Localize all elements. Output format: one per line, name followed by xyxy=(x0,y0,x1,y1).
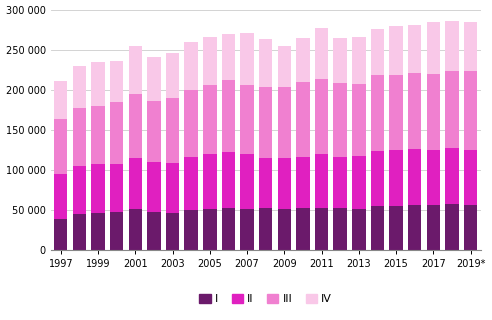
Bar xyxy=(73,108,86,166)
Bar xyxy=(408,149,422,205)
Bar xyxy=(315,79,328,154)
Bar xyxy=(166,53,179,98)
Bar xyxy=(259,208,273,250)
Bar xyxy=(128,45,142,93)
Bar xyxy=(408,205,422,250)
Bar xyxy=(241,85,254,154)
Bar xyxy=(277,87,291,158)
Bar xyxy=(222,208,235,250)
Bar xyxy=(110,61,123,102)
Bar xyxy=(352,156,366,209)
Bar xyxy=(408,25,422,73)
Bar xyxy=(277,45,291,87)
Bar xyxy=(334,83,347,157)
Bar xyxy=(334,157,347,208)
Bar xyxy=(110,102,123,164)
Bar xyxy=(54,81,67,119)
Bar xyxy=(464,205,477,250)
Bar xyxy=(203,154,216,209)
Bar xyxy=(54,219,67,250)
Bar xyxy=(259,39,273,87)
Bar xyxy=(427,149,440,205)
Bar xyxy=(241,154,254,209)
Bar xyxy=(389,26,403,75)
Bar xyxy=(92,106,105,164)
Bar xyxy=(427,205,440,250)
Bar xyxy=(184,157,198,210)
Bar xyxy=(371,75,384,151)
Bar xyxy=(203,85,216,154)
Bar xyxy=(464,71,477,149)
Bar xyxy=(166,163,179,213)
Bar xyxy=(147,101,160,162)
Bar xyxy=(445,71,459,148)
Bar xyxy=(389,150,403,205)
Bar xyxy=(222,34,235,80)
Bar xyxy=(73,66,86,108)
Bar xyxy=(203,209,216,250)
Bar xyxy=(352,37,366,84)
Bar xyxy=(259,87,273,157)
Bar xyxy=(241,33,254,85)
Bar xyxy=(371,205,384,250)
Bar xyxy=(408,73,422,149)
Bar xyxy=(147,57,160,101)
Bar xyxy=(222,80,235,152)
Bar xyxy=(184,42,198,90)
Bar xyxy=(73,166,86,213)
Bar xyxy=(128,209,142,250)
Bar xyxy=(54,119,67,173)
Bar xyxy=(427,74,440,149)
Bar xyxy=(147,212,160,250)
Bar xyxy=(352,209,366,250)
Bar xyxy=(166,213,179,250)
Bar xyxy=(296,82,309,157)
Bar xyxy=(92,164,105,213)
Bar xyxy=(445,204,459,250)
Bar xyxy=(371,29,384,75)
Bar xyxy=(110,164,123,212)
Bar xyxy=(315,154,328,208)
Bar xyxy=(296,208,309,250)
Bar xyxy=(147,162,160,212)
Bar xyxy=(315,208,328,250)
Bar xyxy=(259,157,273,208)
Bar xyxy=(389,75,403,150)
Bar xyxy=(92,62,105,106)
Bar xyxy=(464,21,477,71)
Bar xyxy=(464,149,477,205)
Bar xyxy=(222,152,235,208)
Bar xyxy=(315,28,328,79)
Bar xyxy=(296,157,309,208)
Bar xyxy=(184,90,198,157)
Bar xyxy=(241,209,254,250)
Bar xyxy=(54,173,67,219)
Bar xyxy=(445,148,459,204)
Bar xyxy=(371,151,384,205)
Bar xyxy=(166,98,179,163)
Bar xyxy=(445,21,459,71)
Bar xyxy=(73,213,86,250)
Bar xyxy=(128,93,142,157)
Bar xyxy=(128,157,142,209)
Bar xyxy=(389,205,403,250)
Bar xyxy=(203,37,216,85)
Bar xyxy=(92,213,105,250)
Bar xyxy=(110,212,123,250)
Bar xyxy=(334,37,347,83)
Bar xyxy=(184,210,198,250)
Bar xyxy=(427,22,440,74)
Bar xyxy=(352,84,366,156)
Bar xyxy=(334,208,347,250)
Bar xyxy=(277,209,291,250)
Bar xyxy=(277,158,291,209)
Bar xyxy=(296,38,309,82)
Legend: I, II, III, IV: I, II, III, IV xyxy=(199,293,332,304)
